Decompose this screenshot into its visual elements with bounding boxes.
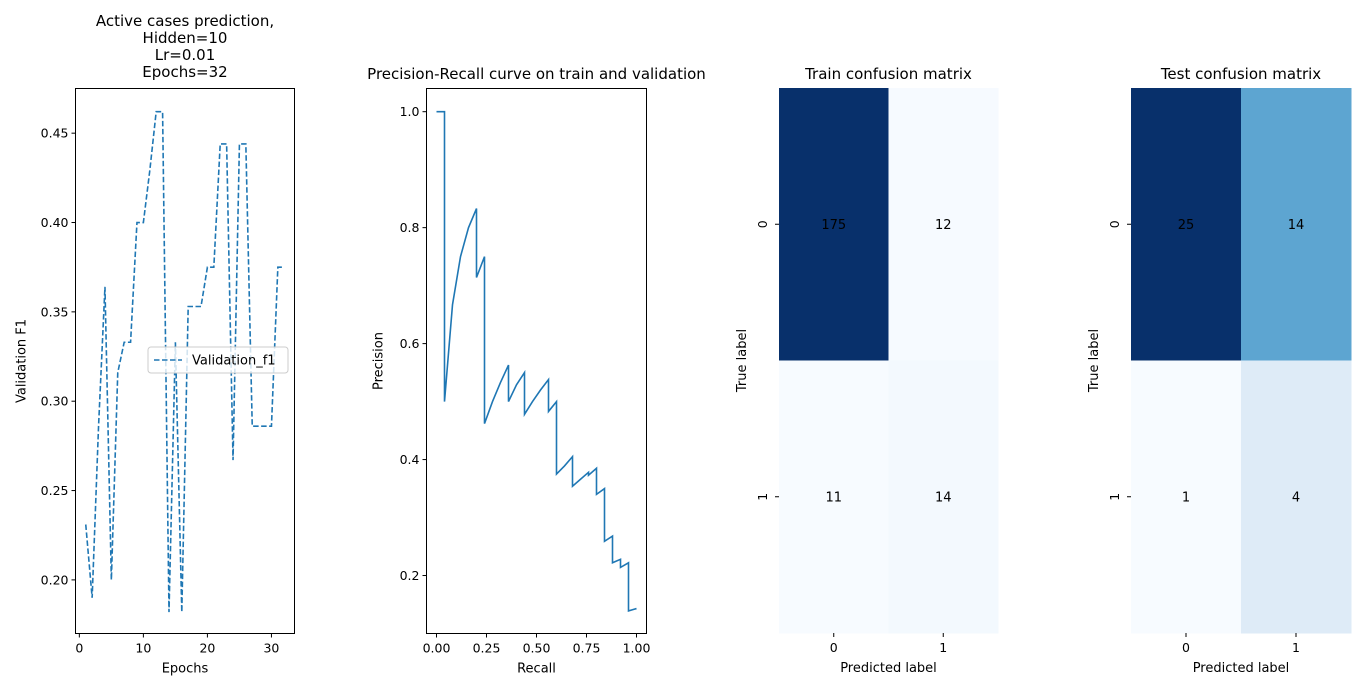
legend: Validation_f1 — [147, 346, 289, 374]
x-tick-label: 30 — [263, 641, 279, 656]
y-tick-label: 0 — [755, 220, 770, 228]
x-tick-label: 1.00 — [623, 641, 651, 656]
y-axis-label: True label — [1087, 329, 1102, 393]
title-line: Lr=0.01 — [155, 46, 216, 64]
y-tick-label: 0.45 — [41, 126, 69, 141]
heatmap-cell — [1241, 360, 1352, 634]
series-line — [436, 110, 637, 612]
legend-box — [147, 346, 289, 374]
chart-title: Active cases prediction, Hidden=10 Lr=0.01… — [96, 12, 274, 81]
cell-value-label: 11 — [825, 490, 842, 505]
y-tick-label: 0.20 — [41, 572, 69, 587]
x-tick-label: 0.75 — [573, 641, 601, 656]
y-ticks: 01 — [1107, 220, 1131, 501]
y-tick-label: 0.6 — [400, 336, 420, 351]
title-line: Epochs=32 — [142, 63, 227, 81]
y-tick-label: 0.40 — [41, 215, 69, 230]
heatmap-cell — [1131, 360, 1242, 634]
title-line: Hidden=10 — [143, 29, 228, 47]
series-line — [84, 110, 285, 613]
cell-value-label: 14 — [1288, 218, 1305, 233]
cell-value-label: 12 — [935, 218, 952, 233]
heatmap-cells: 175 12 11 14 — [779, 88, 999, 634]
x-axis-label: Recall — [517, 662, 556, 677]
x-ticks: 0 10 20 30 — [75, 633, 279, 656]
cell-value-label: 175 — [821, 218, 846, 233]
axes-frame — [426, 88, 647, 634]
x-tick-label: 0 — [1182, 640, 1190, 655]
x-axis-label: Predicted label — [840, 661, 937, 676]
x-tick-label: 0 — [75, 641, 83, 656]
x-axis-label: Epochs — [162, 662, 209, 677]
y-tick-label: 0.25 — [41, 483, 69, 498]
y-axis-label: Precision — [372, 332, 387, 390]
y-tick-label: 0.2 — [400, 568, 420, 583]
heatmap-cell — [779, 88, 889, 361]
x-tick-label: 0.00 — [423, 641, 451, 656]
heatmap-cell — [888, 88, 999, 361]
chart-title: Train confusion matrix — [804, 65, 972, 83]
x-tick-label: 0 — [830, 640, 838, 655]
y-ticks: 01 — [755, 220, 779, 501]
y-tick-label: 0.35 — [41, 304, 69, 319]
chart-title: Precision-Recall curve on train and vali… — [367, 65, 706, 83]
x-tick-label: 20 — [199, 641, 215, 656]
title-line: Active cases prediction, — [96, 12, 274, 30]
x-tick-label: 1 — [1292, 640, 1300, 655]
precision-recall-chart: Precision-Recall curve on train and vali… — [367, 65, 706, 677]
x-tick-label: 1 — [939, 640, 947, 655]
heatmap-cell — [1241, 88, 1352, 361]
y-tick-label: 0.4 — [400, 452, 420, 467]
cell-value-label: 4 — [1292, 490, 1300, 505]
heatmap-cell — [1131, 88, 1242, 361]
y-tick-label: 0.30 — [41, 394, 69, 409]
heatmap-cells: 25 141 4 — [1131, 88, 1352, 634]
plot-area — [84, 110, 285, 613]
x-ticks: 0.00 0.25 0.50 0.75 1.00 — [423, 633, 651, 656]
y-tick-label: 1.0 — [400, 104, 420, 119]
chart-title: Test confusion matrix — [1160, 65, 1321, 83]
x-tick-label: 0.25 — [473, 641, 501, 656]
y-tick-label: 1 — [1107, 493, 1122, 501]
y-ticks: 0.20 0.25 0.30 0.35 0.40 0.45 — [41, 126, 76, 587]
heatmap-cell — [779, 360, 889, 634]
x-tick-label: 10 — [135, 641, 151, 656]
y-axis-label: Validation F1 — [15, 319, 30, 403]
y-tick-label: 0.8 — [400, 220, 420, 235]
heatmap-cell — [888, 360, 999, 634]
cell-value-label: 1 — [1182, 490, 1190, 505]
cell-value-label: 25 — [1178, 218, 1195, 233]
plot-area — [436, 110, 637, 612]
x-tick-label: 0.50 — [523, 641, 551, 656]
legend-entry: Validation_f1 — [192, 354, 276, 369]
axes-frame — [75, 88, 295, 634]
validation-f1-chart: Active cases prediction, Hidden=10 Lr=0.01… — [15, 12, 295, 677]
y-axis-label: True label — [735, 329, 750, 393]
y-ticks: 0.2 0.4 0.6 0.8 1.0 — [400, 104, 427, 583]
x-axis-label: Predicted label — [1193, 661, 1290, 676]
y-tick-label: 1 — [755, 493, 770, 501]
y-tick-label: 0 — [1107, 220, 1122, 228]
cell-value-label: 14 — [935, 490, 952, 505]
